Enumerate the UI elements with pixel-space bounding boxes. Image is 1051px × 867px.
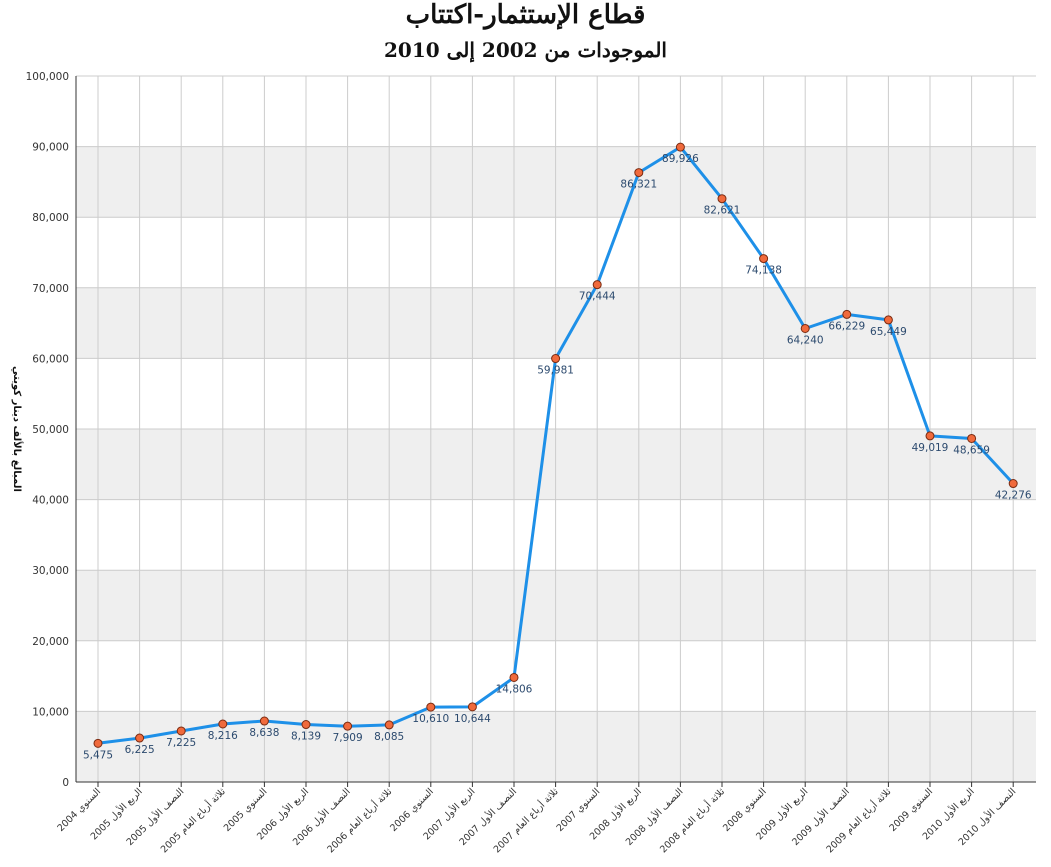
y-axis-label: المبالغ بالألف دينار كويتي (11, 366, 24, 492)
data-label: 10,610 (412, 713, 449, 725)
data-point (1008, 479, 1018, 489)
data-label: 86,321 (620, 179, 657, 191)
y-tick-label: 0 (62, 777, 69, 789)
data-label: 8,085 (374, 731, 404, 743)
data-point (675, 142, 685, 152)
x-tick-label: ثلاثة أرباع العام 2008 (657, 785, 728, 856)
data-label: 89,926 (662, 153, 699, 165)
data-label: 8,216 (208, 730, 238, 742)
data-point (343, 721, 353, 731)
chart-title: قطاع الإستثمار-اكتتاب (405, 0, 646, 30)
y-tick-label: 60,000 (32, 353, 69, 365)
data-point (509, 672, 519, 682)
data-label: 42,276 (995, 490, 1032, 502)
data-label: 6,225 (125, 744, 155, 756)
data-label: 74,138 (745, 265, 782, 277)
data-point (259, 716, 269, 726)
data-point (592, 280, 602, 290)
data-label: 48,659 (953, 444, 990, 456)
data-point (883, 315, 893, 325)
x-tick-label: ثلاثة أرباع العام 2005 (157, 785, 228, 856)
data-label: 66,229 (828, 320, 865, 332)
data-label: 10,644 (454, 713, 491, 725)
data-label: 8,139 (291, 731, 321, 743)
y-tick-label: 100,000 (26, 71, 69, 83)
x-tick-label: ثلاثة أرباع العام 2009 (823, 785, 894, 856)
y-tick-label: 10,000 (32, 706, 69, 718)
y-tick-label: 50,000 (32, 424, 69, 436)
data-label: 5,475 (83, 749, 113, 761)
data-point (842, 309, 852, 319)
data-labels: 5,475 6,225 7,225 8,216 8,638 8,139 7,909 8,085… (83, 153, 1032, 761)
data-points (93, 142, 1018, 748)
data-point (384, 720, 394, 730)
data-label: 7,909 (333, 732, 363, 744)
data-label: 49,019 (912, 442, 949, 454)
x-tick-label: ثلاثة أرباع العام 2007 (490, 785, 561, 856)
y-tick-label: 30,000 (32, 565, 69, 577)
chart-subtitle: الموجودات من 2002 إلى 2010 (384, 38, 667, 62)
data-label: 82,621 (704, 205, 741, 217)
data-point (426, 702, 436, 712)
data-point (800, 323, 810, 333)
data-point (93, 738, 103, 748)
y-tick-label: 70,000 (32, 283, 69, 295)
data-label: 59,981 (537, 365, 574, 377)
data-label: 70,444 (579, 291, 616, 303)
data-label: 7,225 (166, 737, 196, 749)
data-point (551, 354, 561, 364)
y-tick-label: 20,000 (32, 636, 69, 648)
x-tick-label: ثلاثة أرباع العام 2006 (324, 785, 395, 856)
y-tick-labels: 0 10,000 20,000 30,000 40,000 50,000 60,000 70,… (26, 71, 69, 789)
data-point (301, 720, 311, 730)
data-label: 64,240 (787, 334, 824, 346)
data-point (717, 194, 727, 204)
data-point (218, 719, 228, 729)
data-point (634, 168, 644, 178)
data-point (135, 733, 145, 743)
data-point (176, 726, 186, 736)
y-tick-label: 80,000 (32, 212, 69, 224)
y-tick-label: 40,000 (32, 495, 69, 507)
data-point (967, 433, 977, 443)
data-label: 14,806 (496, 683, 533, 695)
data-label: 8,638 (249, 727, 279, 739)
data-point (925, 431, 935, 441)
y-tick-label: 90,000 (32, 142, 69, 154)
data-point (467, 702, 477, 712)
data-point (759, 254, 769, 264)
data-label: 65,449 (870, 326, 907, 338)
